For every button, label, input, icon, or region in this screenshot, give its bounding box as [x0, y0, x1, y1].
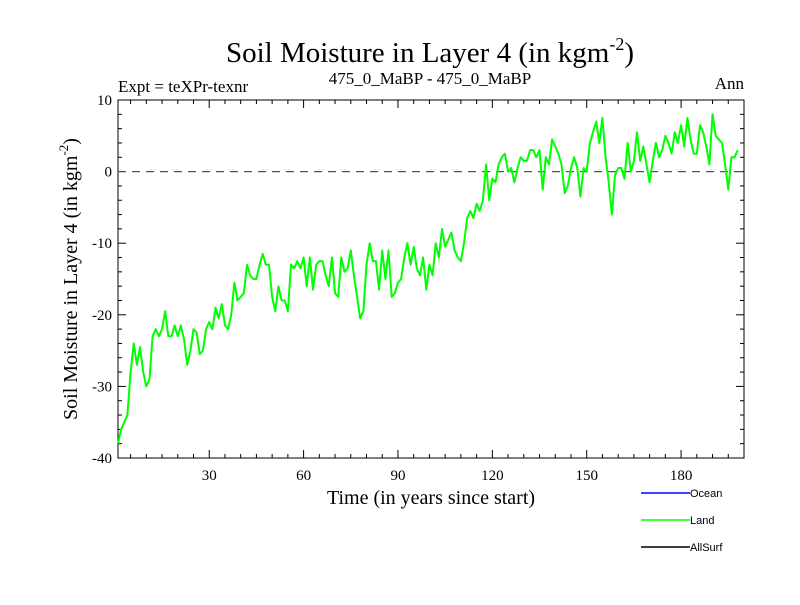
x-tick-label: 90 — [390, 468, 405, 484]
season-label: Ann — [715, 74, 745, 93]
x-axis-label: Time (in years since start) — [327, 487, 535, 509]
series-layer — [117, 113, 739, 444]
y-tick-label: -40 — [92, 451, 112, 467]
chart-title: Soil Moisture in Layer 4 (in kgm-2) — [226, 34, 634, 69]
x-tick-label: 30 — [202, 468, 217, 484]
legend-label-land: Land — [690, 515, 714, 527]
experiment-label: Expt = teXPr-texnr — [118, 77, 248, 96]
y-tick-label: 10 — [97, 93, 112, 109]
y-tick-label: -10 — [92, 236, 112, 252]
y-tick-label: 0 — [105, 165, 113, 181]
axis-tick-labels: 30 60 90 120 150 180 -40 -30 -20 -10 0 10 — [92, 93, 692, 484]
legend-label-ocean: Ocean — [690, 488, 722, 500]
x-tick-label: 150 — [575, 468, 598, 484]
y-tick-label: -30 — [92, 379, 112, 395]
axis-ticks — [118, 99, 744, 459]
series-line-land — [117, 113, 739, 444]
x-tick-label: 120 — [481, 468, 504, 484]
x-tick-label: 180 — [670, 468, 693, 484]
comparison-label: 475_0_MaBP - 475_0_MaBP — [329, 69, 531, 88]
x-tick-label: 60 — [296, 468, 311, 484]
legend: Ocean Land AllSurf — [641, 488, 723, 554]
plot-frame — [117, 99, 745, 459]
legend-label-allsurf: AllSurf — [690, 542, 723, 554]
y-tick-label: -20 — [92, 308, 112, 324]
y-axis-label: Soil Moisture in Layer 4 (in kgm-2) — [56, 138, 82, 420]
